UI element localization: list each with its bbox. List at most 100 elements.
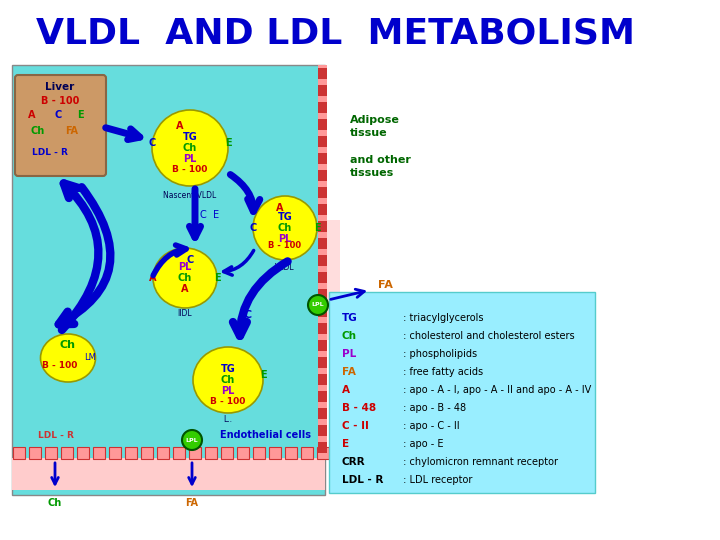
Bar [253, 447, 265, 459]
Bar [318, 187, 327, 198]
Circle shape [182, 430, 202, 450]
Bar [237, 447, 249, 459]
Bar [318, 238, 327, 249]
Text: E: E [225, 138, 231, 148]
Text: E: E [260, 370, 266, 380]
Text: PL: PL [179, 262, 192, 272]
Ellipse shape [193, 347, 263, 413]
Text: : apo - A - I, apo - A - II and apo - A - IV: : apo - A - I, apo - A - II and apo - A … [400, 385, 591, 395]
Bar [12, 65, 325, 495]
Bar [221, 447, 233, 459]
Bar [269, 447, 281, 459]
Bar [157, 447, 169, 459]
Text: FA: FA [66, 126, 78, 136]
Bar [318, 340, 327, 351]
FancyBboxPatch shape [15, 75, 106, 176]
Bar [93, 447, 105, 459]
Text: B - 100: B - 100 [269, 241, 302, 251]
Bar [318, 442, 327, 453]
Text: C - II: C - II [342, 421, 369, 431]
Text: Ch: Ch [178, 273, 192, 283]
Text: Ch: Ch [31, 126, 45, 136]
Bar [29, 447, 41, 459]
Text: Ch: Ch [221, 375, 235, 385]
Bar [318, 221, 327, 232]
Bar [318, 272, 327, 283]
Text: TG: TG [183, 132, 197, 142]
Text: LPL: LPL [186, 437, 198, 442]
Text: TG: TG [220, 364, 235, 374]
Text: A: A [149, 273, 157, 283]
Bar [318, 408, 327, 419]
Bar [189, 447, 201, 459]
Text: C: C [55, 110, 62, 120]
FancyBboxPatch shape [329, 292, 595, 493]
Text: Endothelial cells: Endothelial cells [220, 430, 310, 440]
Text: : apo - B - 48: : apo - B - 48 [400, 403, 466, 413]
Bar [109, 447, 121, 459]
Text: Ch: Ch [183, 143, 197, 153]
Text: : free fatty acids: : free fatty acids [400, 367, 483, 377]
Text: FA: FA [342, 367, 356, 377]
Ellipse shape [40, 334, 96, 382]
Text: Ch: Ch [278, 223, 292, 233]
Bar [318, 153, 327, 164]
Text: A: A [342, 385, 350, 395]
Bar [125, 447, 137, 459]
Text: TG: TG [342, 313, 358, 323]
Text: LDL - R: LDL - R [342, 475, 383, 485]
Text: VLDL  AND LDL  METABOLISM: VLDL AND LDL METABOLISM [35, 16, 634, 50]
Ellipse shape [153, 248, 217, 308]
Text: CRR: CRR [342, 457, 366, 467]
Text: FA: FA [185, 498, 198, 508]
Text: A: A [28, 110, 36, 120]
Text: PL: PL [184, 154, 197, 164]
Text: A: A [276, 203, 284, 213]
Text: E: E [314, 223, 320, 233]
Bar [327, 220, 340, 340]
Text: : apo - E: : apo - E [400, 439, 444, 449]
Text: : phospholipids: : phospholipids [400, 349, 477, 359]
Text: E: E [214, 273, 220, 283]
Text: LDL - R: LDL - R [38, 431, 74, 440]
Text: LPL: LPL [312, 302, 324, 307]
Circle shape [308, 295, 328, 315]
Bar [141, 447, 153, 459]
Bar [318, 85, 327, 96]
Bar [13, 447, 25, 459]
Text: B - 48: B - 48 [342, 403, 376, 413]
Text: TG: TG [278, 212, 292, 222]
Text: : apo - C - II: : apo - C - II [400, 421, 459, 431]
Bar [318, 119, 327, 130]
Text: IIDL: IIDL [178, 309, 192, 318]
Bar [318, 102, 327, 113]
Text: FA: FA [378, 280, 393, 290]
Bar [318, 391, 327, 402]
Bar [301, 447, 313, 459]
Text: : LDL receptor: : LDL receptor [400, 475, 472, 485]
Text: VLDL: VLDL [275, 263, 294, 272]
Text: Ch: Ch [342, 331, 357, 341]
Bar [77, 447, 89, 459]
Bar [173, 447, 185, 459]
Text: C: C [244, 310, 252, 320]
Bar [318, 204, 327, 215]
Text: and other
tissues: and other tissues [350, 155, 411, 178]
Ellipse shape [152, 110, 228, 186]
Text: A: A [176, 121, 184, 131]
Bar [318, 323, 327, 334]
Text: PL: PL [279, 234, 292, 244]
Text: A: A [181, 284, 189, 294]
Text: Ch: Ch [60, 340, 76, 350]
Text: Adipose
tissue: Adipose tissue [350, 115, 400, 138]
Bar [318, 374, 327, 385]
Text: Nascent VLDL: Nascent VLDL [163, 191, 217, 200]
Text: C: C [186, 255, 194, 265]
Bar [317, 447, 329, 459]
Bar [318, 255, 327, 266]
Text: PL: PL [221, 386, 235, 396]
Bar [318, 136, 327, 147]
Bar [45, 447, 57, 459]
Bar [318, 65, 327, 455]
Text: LM: LM [84, 353, 96, 362]
